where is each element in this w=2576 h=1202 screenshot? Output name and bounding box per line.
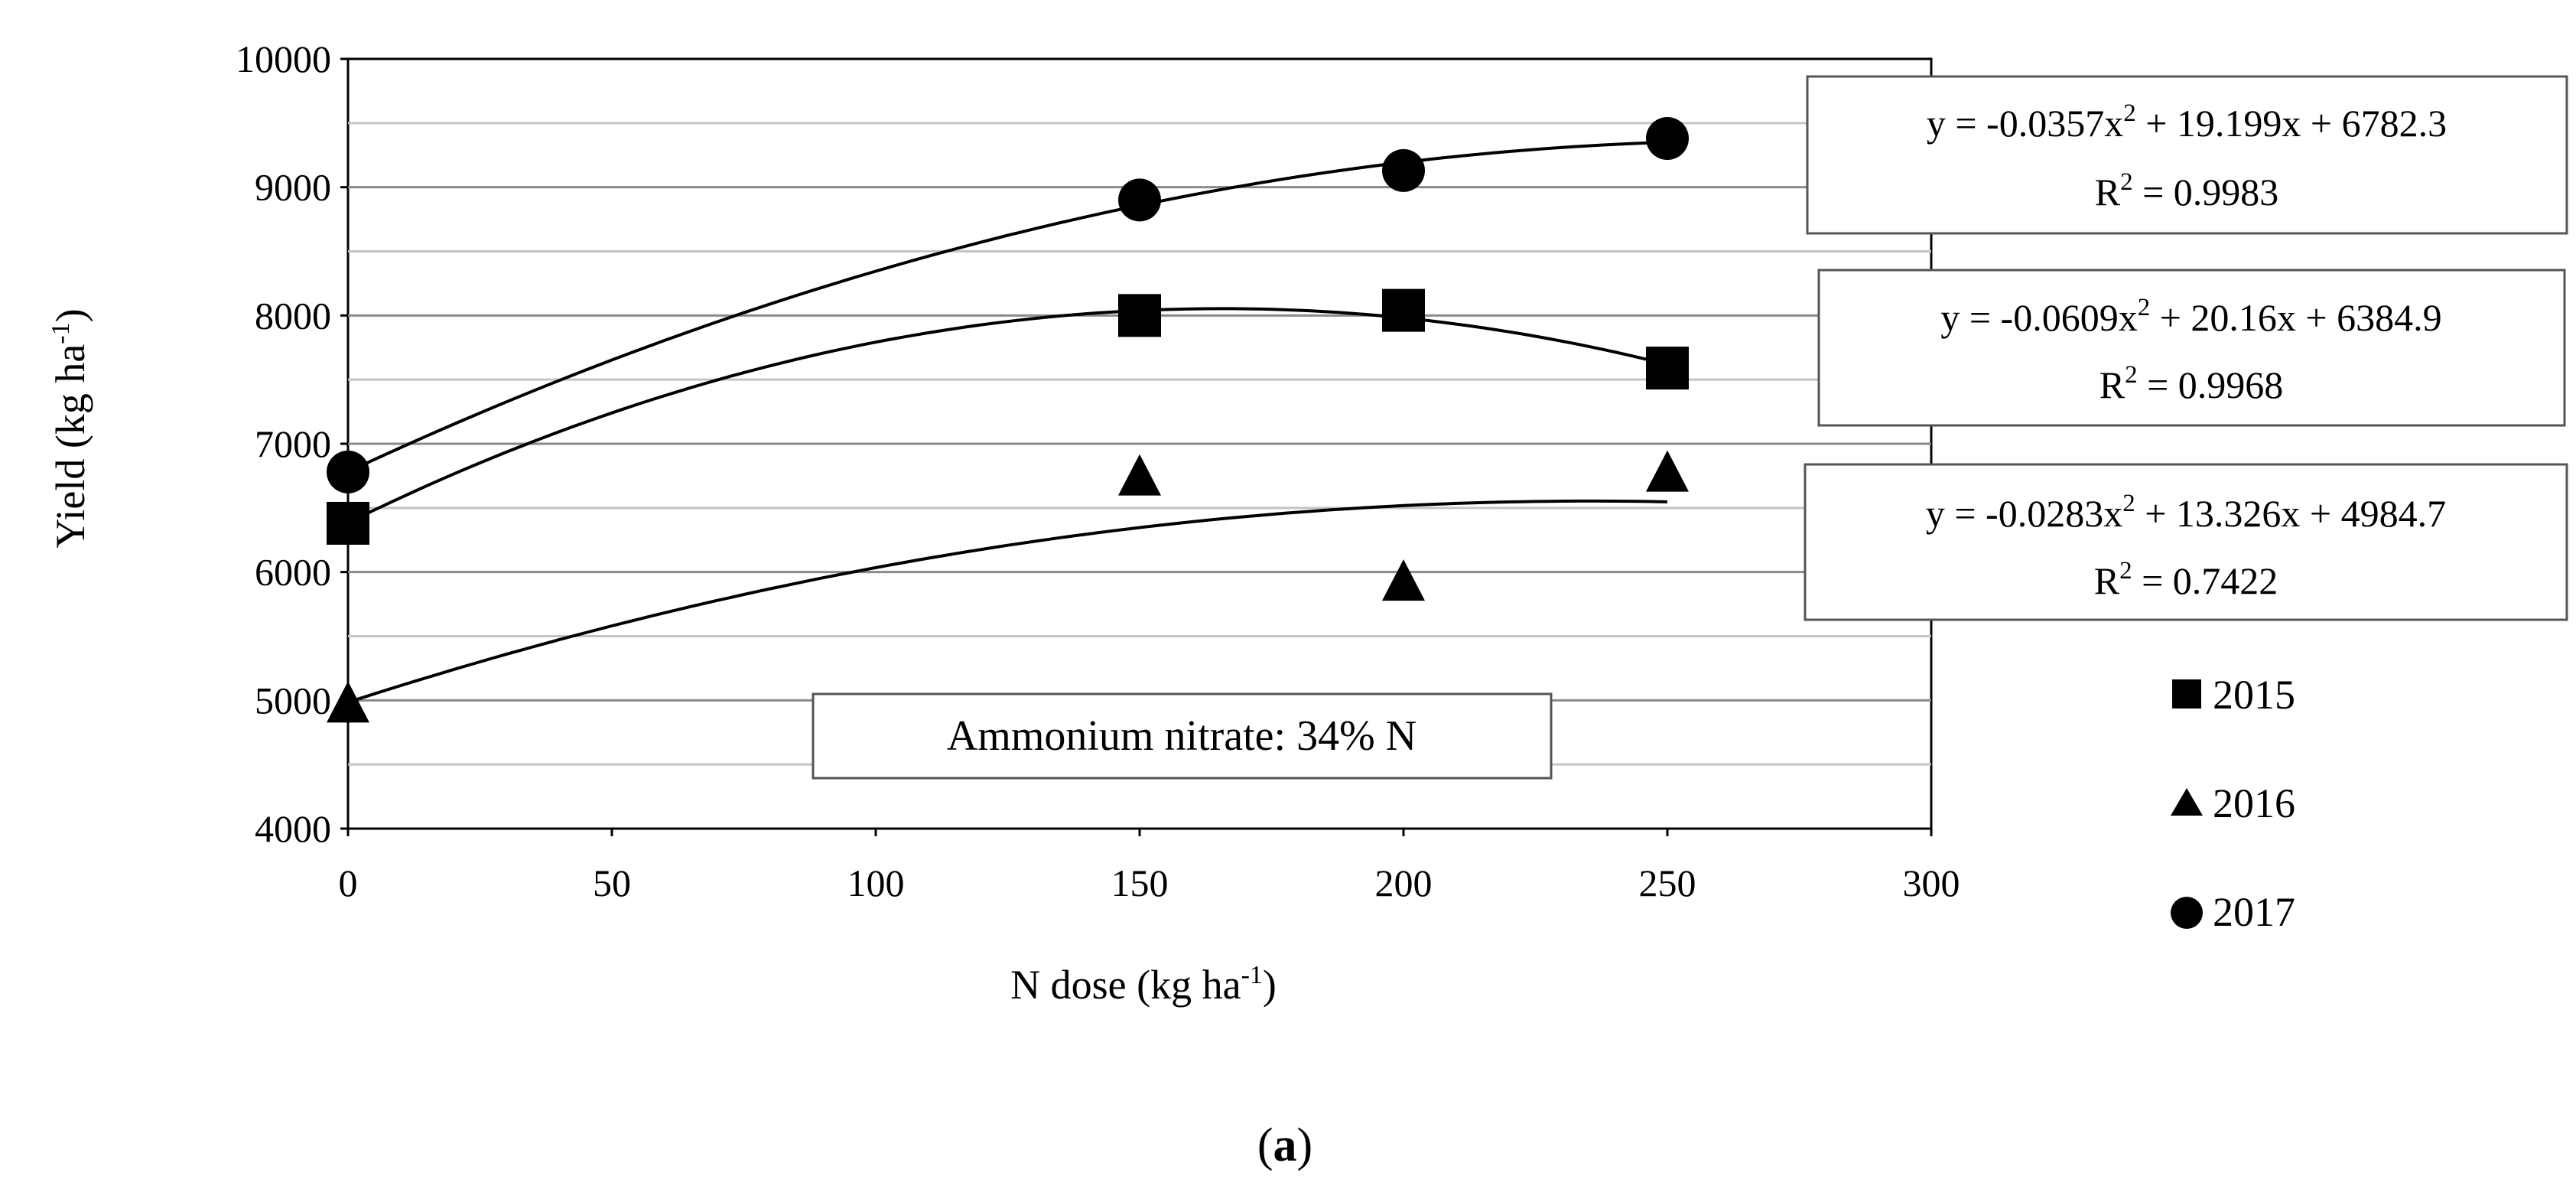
y-tick-label: 8000 (255, 294, 331, 337)
square-point-2015 (327, 501, 369, 545)
square-point-2015 (1382, 288, 1425, 332)
triangle-point-2016 (1118, 454, 1161, 496)
legend-label-2017: 2017 (2213, 889, 2295, 935)
legend-square-marker (2172, 679, 2201, 708)
equation-2017: y = -0.0357x2 + 19.199x + 6782.3 (1927, 99, 2447, 145)
x-tick-label: 200 (1375, 862, 1433, 904)
equation-2015: y = -0.0609x2 + 20.16x + 6384.9 (1940, 294, 2441, 339)
legend: 2015 2016 2017 (2171, 672, 2295, 935)
axes: 4000 5000 6000 7000 8000 9000 10000 0 50 100 150 20… (236, 37, 1960, 904)
fit-curves (347, 140, 1668, 704)
legend-label-2015: 2015 (2213, 672, 2295, 718)
square-point-2015 (1646, 347, 1689, 390)
y-tick-label: 7000 (255, 422, 331, 465)
triangle-point-2016 (327, 681, 369, 723)
y-tick-label: 5000 (255, 679, 331, 722)
y-axis-title: Yield (kg ha-1) (47, 308, 93, 548)
circle-point-2017 (327, 450, 369, 494)
x-tick-label: 250 (1639, 862, 1696, 904)
square-point-2015 (1118, 294, 1161, 337)
circle-point-2017 (1118, 178, 1161, 222)
x-tick-label: 150 (1111, 862, 1169, 904)
x-tick-label: 0 (339, 862, 358, 904)
legend-item-2016: 2016 (2171, 780, 2295, 826)
x-axis-title: N dose (kg ha-1) (1010, 961, 1277, 1008)
legend-triangle-marker (2171, 788, 2203, 816)
legend-circle-marker (2171, 897, 2203, 929)
legend-label-2016: 2016 (2213, 780, 2295, 826)
trendline-2017 (347, 140, 1668, 474)
x-tick-label: 50 (593, 862, 631, 904)
trendline-2016 (347, 499, 1668, 704)
r2-2016: R2 = 0.7422 (2094, 557, 2278, 602)
x-tick-label: 300 (1903, 862, 1960, 904)
y-tick-label: 9000 (255, 166, 331, 209)
legend-item-2015: 2015 (2172, 672, 2295, 718)
circle-point-2017 (1646, 116, 1689, 160)
x-tick-label: 100 (847, 862, 905, 904)
triangle-point-2016 (1382, 559, 1425, 601)
equation-box-2016: y = -0.0283x2 + 13.326x + 4984.7 R2 = 0.… (1804, 463, 2568, 621)
annotation-text: Ammonium nitrate: 34% N (947, 712, 1416, 760)
legend-item-2017: 2017 (2171, 889, 2295, 935)
triangle-point-2016 (1646, 450, 1689, 492)
equation-box-2015: y = -0.0609x2 + 20.16x + 6384.9 R2 = 0.9… (1817, 269, 2566, 427)
y-tick-label: 4000 (255, 807, 331, 850)
y-tick-label: 6000 (255, 551, 331, 594)
y-tick-label: 10000 (236, 37, 331, 80)
circle-point-2017 (1382, 148, 1425, 192)
annotation-box: Ammonium nitrate: 34% N (812, 692, 1553, 780)
trendline-2015 (347, 307, 1668, 524)
r2-2017: R2 = 0.9983 (2095, 168, 2279, 213)
equation-2016: y = -0.0283x2 + 13.326x + 4984.7 (1926, 490, 2446, 535)
equation-box-2017: y = -0.0357x2 + 19.199x + 6782.3 R2 = 0.… (1806, 75, 2568, 235)
data-markers (327, 116, 1689, 723)
r2-2015: R2 = 0.9968 (2100, 361, 2284, 406)
panel-caption: (a) (1257, 1119, 1312, 1171)
